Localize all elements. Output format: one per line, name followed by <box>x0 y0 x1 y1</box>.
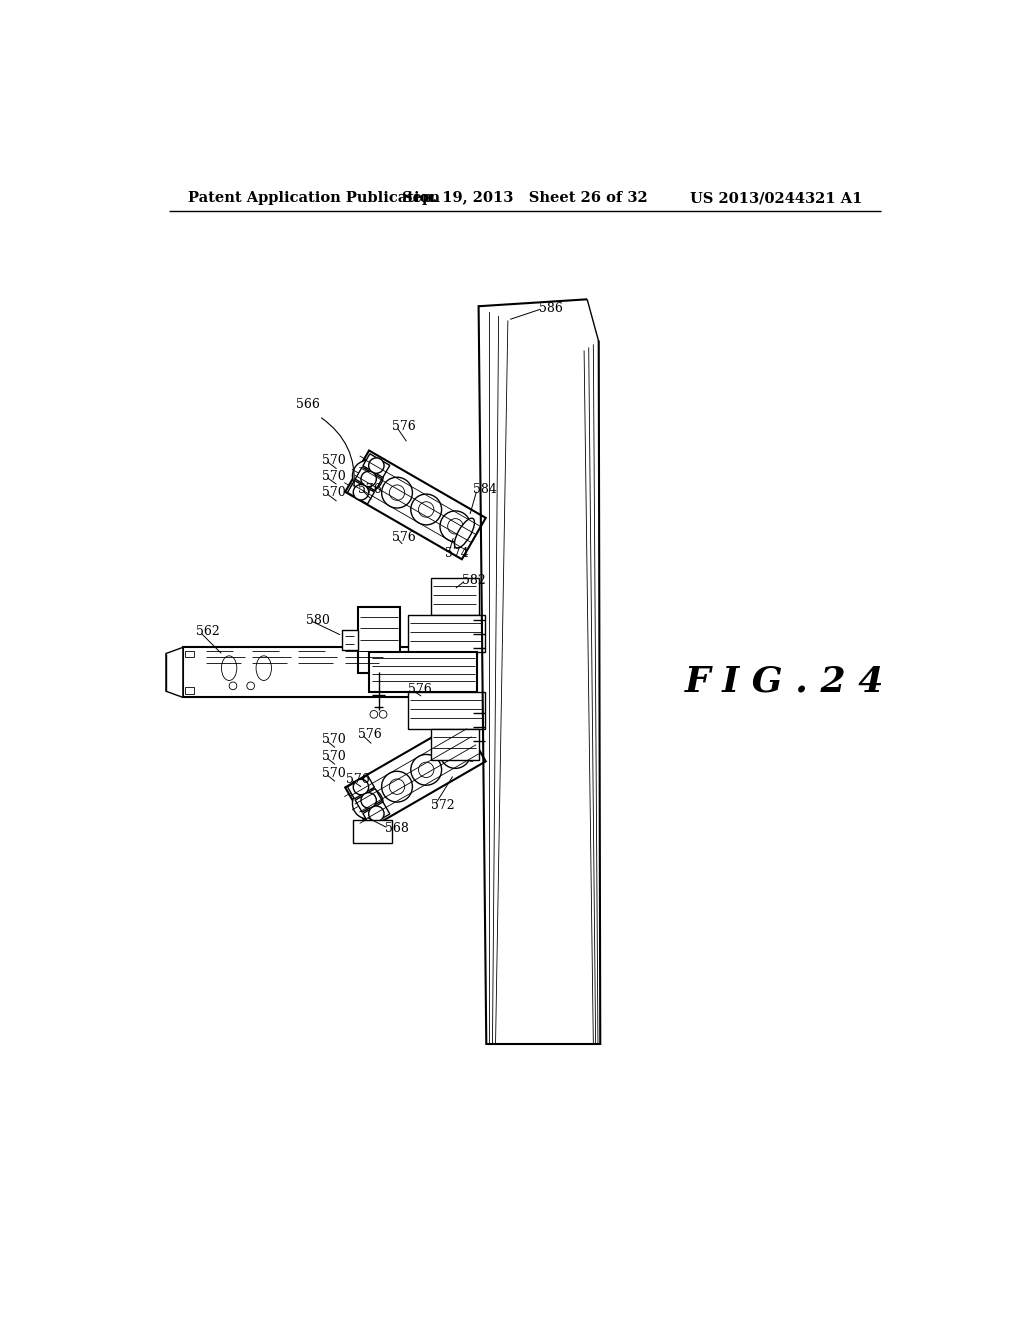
Polygon shape <box>166 647 183 697</box>
Bar <box>408 692 484 729</box>
Polygon shape <box>347 775 375 799</box>
Text: Sep. 19, 2013   Sheet 26 of 32: Sep. 19, 2013 Sheet 26 of 32 <box>402 191 647 206</box>
Ellipse shape <box>369 458 384 474</box>
Ellipse shape <box>455 519 474 548</box>
Ellipse shape <box>256 656 271 681</box>
Text: Patent Application Publication: Patent Application Publication <box>188 191 440 206</box>
Polygon shape <box>345 450 485 560</box>
Polygon shape <box>362 803 390 825</box>
Polygon shape <box>362 454 390 478</box>
Ellipse shape <box>221 656 237 681</box>
Text: 582: 582 <box>462 574 485 587</box>
Ellipse shape <box>389 484 404 500</box>
Text: 576: 576 <box>346 772 370 785</box>
Ellipse shape <box>419 762 434 777</box>
Text: 566: 566 <box>296 399 319 412</box>
Ellipse shape <box>247 682 255 689</box>
Ellipse shape <box>352 788 383 818</box>
Text: 576: 576 <box>357 727 382 741</box>
Text: 570: 570 <box>322 750 345 763</box>
Bar <box>408 615 484 652</box>
Text: 576: 576 <box>392 531 416 544</box>
Text: F I G . 2 4: F I G . 2 4 <box>685 665 885 700</box>
Polygon shape <box>355 467 382 491</box>
Bar <box>357 607 400 673</box>
Polygon shape <box>355 788 382 812</box>
Polygon shape <box>347 480 375 504</box>
Bar <box>370 652 477 692</box>
Text: 574: 574 <box>444 546 468 560</box>
Text: 584: 584 <box>473 483 497 496</box>
Ellipse shape <box>411 494 441 525</box>
Text: 562: 562 <box>196 626 220 639</box>
Ellipse shape <box>419 502 434 517</box>
Ellipse shape <box>352 461 383 491</box>
Ellipse shape <box>353 779 369 795</box>
Ellipse shape <box>382 771 413 803</box>
Text: 572: 572 <box>431 799 455 812</box>
Ellipse shape <box>447 519 463 535</box>
Text: 576: 576 <box>408 684 431 696</box>
Ellipse shape <box>361 793 377 808</box>
Text: 580: 580 <box>306 614 330 627</box>
Ellipse shape <box>379 710 387 718</box>
Ellipse shape <box>382 478 413 508</box>
Bar <box>353 820 392 842</box>
Ellipse shape <box>411 755 441 785</box>
Bar <box>431 578 478 615</box>
Ellipse shape <box>229 682 237 689</box>
Bar <box>342 631 357 649</box>
Ellipse shape <box>360 469 376 483</box>
Polygon shape <box>345 719 485 829</box>
Text: 570: 570 <box>322 454 345 467</box>
Ellipse shape <box>447 746 463 760</box>
Text: 570: 570 <box>322 767 345 780</box>
Ellipse shape <box>360 796 376 812</box>
Text: US 2013/0244321 A1: US 2013/0244321 A1 <box>690 191 862 206</box>
Ellipse shape <box>353 484 369 500</box>
Ellipse shape <box>389 779 404 795</box>
Text: 586: 586 <box>539 302 562 315</box>
Ellipse shape <box>455 731 474 762</box>
Text: 576: 576 <box>392 420 416 433</box>
Text: 568: 568 <box>385 822 409 834</box>
Bar <box>183 647 435 697</box>
Bar <box>431 729 478 760</box>
Ellipse shape <box>440 511 471 541</box>
Text: 570: 570 <box>322 733 345 746</box>
Text: 570: 570 <box>322 470 345 483</box>
Ellipse shape <box>369 807 384 821</box>
Bar <box>185 688 195 693</box>
Ellipse shape <box>361 471 377 487</box>
Ellipse shape <box>440 738 471 768</box>
Text: 570: 570 <box>322 486 345 499</box>
Bar <box>185 651 195 657</box>
Text: 576: 576 <box>357 483 382 496</box>
Ellipse shape <box>370 710 378 718</box>
